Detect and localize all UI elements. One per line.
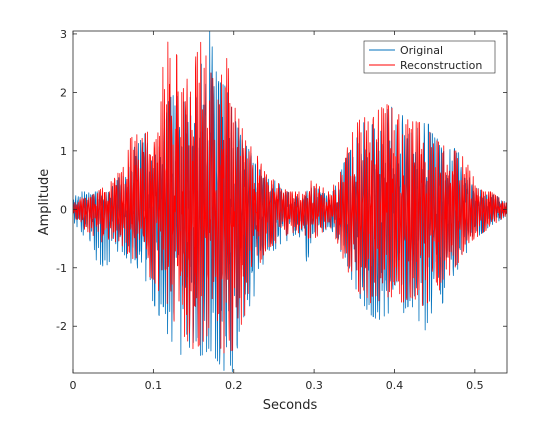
x-tick-label: 0 — [70, 379, 77, 392]
y-tick-label: 2 — [60, 86, 67, 99]
x-tick-label: 0.4 — [386, 379, 404, 392]
y-tick-label: 1 — [60, 145, 67, 158]
legend-label-original: Original — [400, 44, 443, 57]
x-axis-label: Seconds — [263, 398, 318, 413]
x-tick-label: 0.2 — [225, 379, 243, 392]
legend: Original Reconstruction — [363, 40, 496, 74]
y-tick-label: 3 — [60, 28, 67, 41]
y-tick-label: -1 — [56, 262, 67, 275]
x-tick-label: 0.5 — [466, 379, 484, 392]
legend-box — [363, 40, 496, 74]
x-tick-label: 0.1 — [145, 379, 163, 392]
axes-box — [72, 30, 508, 374]
x-axis-ticks: 0 0.1 0.2 0.3 0.4 0.5 — [70, 31, 484, 392]
y-axis-label: Amplitude — [37, 169, 52, 236]
series-layer — [73, 31, 507, 373]
y-tick-label: -2 — [56, 320, 67, 333]
legend-label-reconstruction: Reconstruction — [400, 59, 482, 72]
y-tick-label: 0 — [60, 203, 67, 216]
y-axis-ticks: -2 -1 0 1 2 3 — [56, 28, 507, 333]
x-tick-label: 0.3 — [305, 379, 323, 392]
series-line-reconstruction — [73, 41, 507, 354]
